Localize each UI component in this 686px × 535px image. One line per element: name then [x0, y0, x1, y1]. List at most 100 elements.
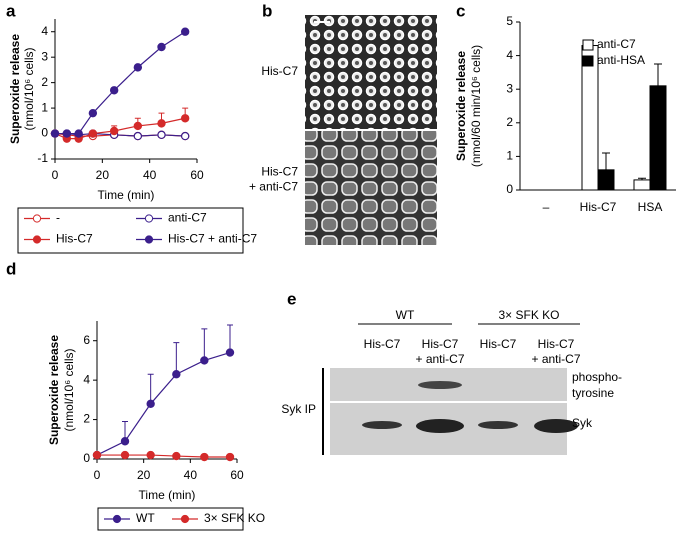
point	[180, 114, 190, 123]
group-label: 3× SFK KO	[498, 308, 559, 322]
legend-marker	[32, 235, 42, 244]
band	[416, 419, 464, 433]
point	[109, 86, 119, 95]
x-tick-label: His-C7	[580, 200, 617, 214]
error-bar	[147, 373, 154, 404]
point	[62, 129, 72, 138]
x-axis-label: Time (min)	[98, 188, 155, 202]
point	[50, 129, 60, 138]
bar	[649, 85, 667, 191]
y-tick-label: 2	[83, 412, 90, 426]
band	[362, 421, 402, 429]
x-tick-label: 40	[143, 168, 157, 182]
y-tick-label: 4	[83, 372, 90, 386]
panel-label: c	[456, 1, 465, 20]
y-axis-label: Superoxide release	[47, 335, 61, 445]
point	[133, 121, 143, 131]
legend-label: anti-C7	[597, 37, 636, 51]
y-tick-label: 1	[41, 100, 48, 114]
x-tick-label: 20	[96, 168, 110, 182]
point	[133, 131, 143, 141]
y-tick-label: 5	[506, 14, 513, 28]
legend-marker	[32, 214, 42, 223]
point	[157, 42, 166, 52]
y-tick-label: 0	[506, 182, 513, 196]
band	[418, 381, 462, 389]
error-bar	[654, 63, 662, 86]
y-tick-label: 2	[506, 115, 513, 129]
series-line	[97, 454, 230, 458]
row-label: His-C7	[261, 64, 298, 78]
row-label: tyrosine	[572, 386, 614, 400]
x-tick-label: 20	[137, 468, 151, 482]
y-tick-label: 3	[41, 49, 48, 63]
micrograph-bottom	[305, 131, 437, 245]
panel-label: b	[262, 1, 272, 20]
y-axis-unit: (nmol/60 min/10⁶ cells)	[469, 45, 483, 167]
point	[146, 399, 155, 408]
row-label: Syk	[572, 416, 593, 430]
row-label: His-C7	[261, 165, 298, 179]
legend-label: WT	[136, 511, 155, 525]
point	[225, 452, 235, 462]
row-label: + anti-C7	[249, 180, 298, 194]
point	[180, 27, 190, 36]
legend-marker	[112, 514, 122, 524]
x-tick-label: 60	[190, 168, 204, 182]
y-axis-unit: (nmol/10⁶ cells)	[62, 349, 76, 432]
y-axis-unit: (nmol/10⁶ cells)	[22, 48, 36, 131]
lane-label: + anti-C7	[531, 352, 580, 366]
point	[92, 450, 102, 460]
x-tick-label: 40	[184, 468, 198, 482]
y-tick-label: 3	[506, 81, 513, 95]
blot	[322, 323, 580, 455]
point	[200, 452, 209, 462]
panel-label: d	[6, 259, 16, 278]
y-tick-label: 0	[83, 451, 90, 465]
legend-marker	[144, 235, 154, 244]
lane-label: His-C7	[538, 337, 575, 351]
y-tick-label: 4	[506, 48, 513, 62]
legend-marker	[144, 214, 154, 223]
point	[120, 437, 130, 446]
panel-label: a	[6, 1, 16, 20]
y-axis-label: Superoxide release	[454, 51, 468, 161]
point	[180, 131, 190, 141]
ip-label: Syk IP	[281, 402, 316, 416]
point	[88, 129, 98, 138]
point	[133, 63, 143, 72]
blot-image	[330, 368, 567, 455]
point	[109, 126, 119, 136]
x-tick-label: 0	[94, 468, 101, 482]
x-axis-label: Time (min)	[139, 488, 196, 502]
point	[200, 356, 209, 365]
y-tick-label: 2	[41, 75, 48, 89]
bar	[633, 179, 651, 191]
legend-label: anti-HSA	[597, 53, 645, 67]
legend-label: -	[56, 211, 60, 225]
row-label: phospho-	[572, 370, 622, 384]
point	[172, 451, 181, 461]
bar	[597, 169, 615, 191]
x-tick-label: HSA	[638, 200, 663, 214]
band	[478, 421, 518, 429]
bar	[581, 45, 599, 191]
y-tick-label: 6	[83, 333, 90, 347]
error-bar	[173, 342, 180, 375]
group-label: WT	[396, 308, 415, 322]
y-tick-label: 1	[506, 149, 513, 163]
error-bar	[227, 324, 233, 353]
panel-label: e	[287, 289, 296, 308]
legend-swatch	[582, 55, 594, 67]
point	[172, 370, 181, 379]
lane-label: His-C7	[480, 337, 517, 351]
legend-label: His-C7	[56, 232, 93, 246]
error-bar	[201, 328, 208, 361]
legend-box	[97, 507, 244, 531]
point	[120, 450, 130, 460]
legend-label: anti-C7	[168, 211, 207, 225]
x-tick-label: 60	[230, 468, 244, 482]
point	[157, 119, 166, 128]
